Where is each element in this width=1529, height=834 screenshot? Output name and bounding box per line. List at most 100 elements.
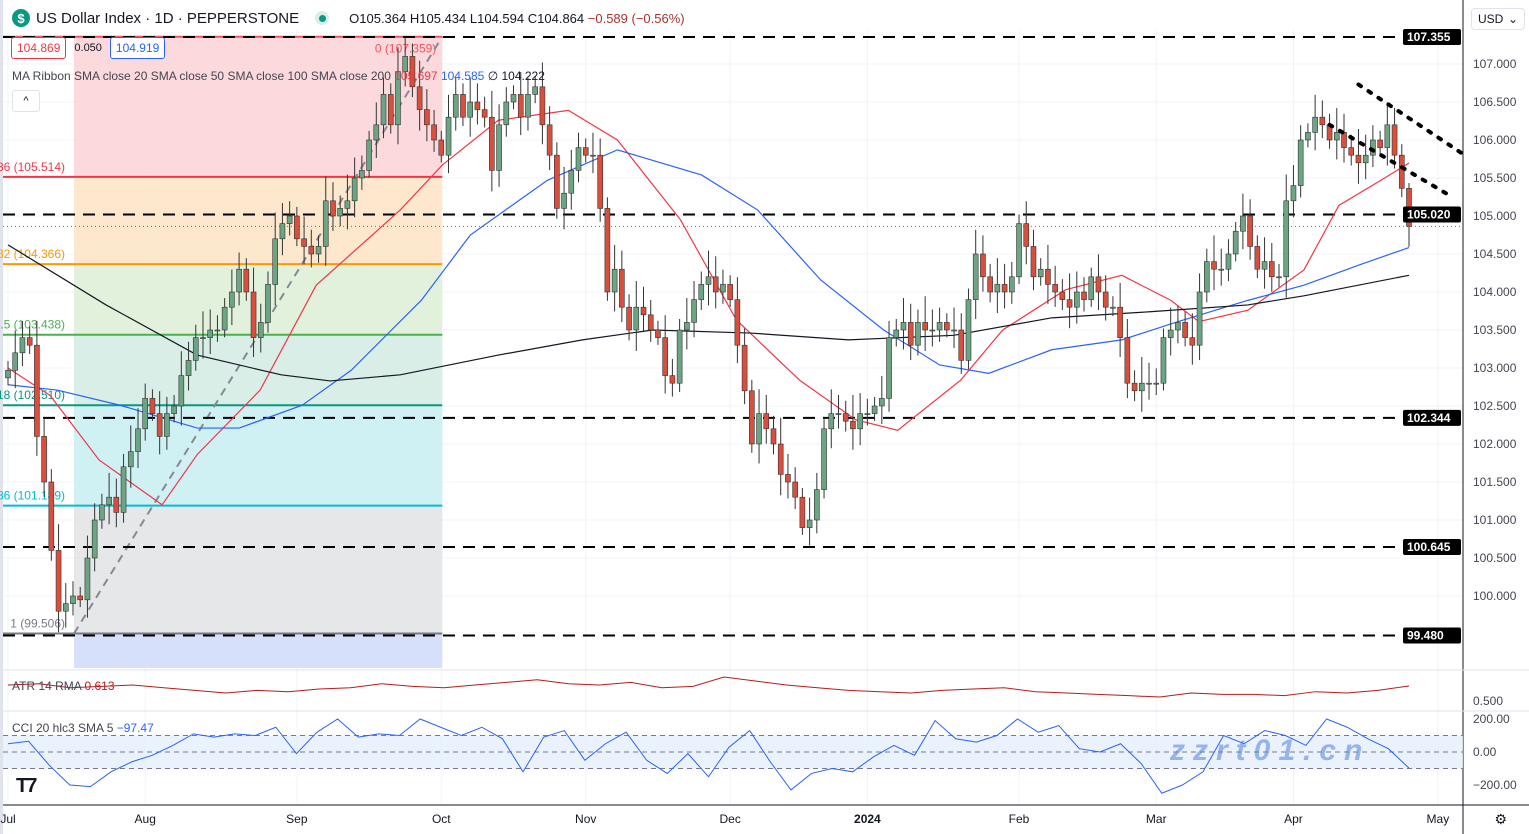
candle-body — [900, 322, 907, 331]
candle-body — [496, 124, 502, 171]
candle-body — [1305, 132, 1311, 141]
price-tick-label: 100.500 — [1473, 551, 1517, 565]
candle-body — [886, 337, 892, 399]
candle-body — [698, 284, 705, 300]
candle-body — [149, 398, 156, 414]
currency-value: USD — [1478, 12, 1504, 26]
candle-body — [34, 344, 40, 437]
candle-body — [1348, 147, 1355, 156]
candle-body — [474, 101, 481, 110]
candle-body — [1377, 139, 1383, 148]
candle-body — [402, 56, 408, 72]
candle-body — [1297, 139, 1304, 186]
candle-body — [142, 398, 149, 430]
candle-body — [951, 329, 957, 332]
candle-body — [62, 603, 69, 612]
candle-body — [322, 200, 329, 247]
symbol-title[interactable]: US Dollar Index · 1D · PEPPERSTONE — [36, 9, 300, 27]
sma200-value: 104.222 — [501, 69, 545, 83]
sell-price-button[interactable]: 104.869 — [11, 37, 67, 59]
candle-body — [301, 238, 307, 247]
level-price-tag — [1403, 627, 1461, 644]
candle-body — [1290, 185, 1297, 202]
sma20-value: 105.697 — [394, 69, 438, 83]
time-tick-label: Oct — [432, 812, 451, 826]
level-price-tag — [1403, 29, 1461, 46]
candle-body — [568, 170, 575, 194]
market-status-icon[interactable] — [315, 11, 330, 25]
price-tick-label: 107.000 — [1473, 57, 1517, 71]
price-tick-label: 105.000 — [1473, 209, 1517, 223]
candle-body — [597, 154, 603, 209]
ohlc-values: O105.364 H105.434 L104.594 C104.864 −0.5… — [349, 11, 684, 26]
candle-body — [958, 329, 965, 361]
time-tick-label: 2024 — [854, 812, 881, 826]
time-tick-label: Jul — [0, 812, 15, 826]
candle-body — [676, 329, 683, 384]
candle-body — [893, 329, 900, 338]
collapse-legend-button[interactable]: ^ — [12, 90, 40, 112]
level-price-tag — [1403, 409, 1461, 426]
atr-legend[interactable]: ATR 14 RMA 0.613 — [12, 679, 115, 693]
price-tick-label: 100.000 — [1473, 589, 1517, 603]
level-price-tag — [1403, 538, 1461, 555]
candle-body — [1391, 124, 1398, 156]
candle-body — [1283, 200, 1290, 278]
fib-level-label: 0.382 (104.366) — [0, 247, 65, 261]
fib-level-label: 0.5 (103.438) — [0, 318, 65, 332]
candle-body — [344, 200, 351, 209]
buy-price-button[interactable]: 104.919 — [109, 37, 166, 59]
candle-body — [944, 322, 950, 331]
ma-ribbon-legend[interactable]: MA Ribbon SMA close 20 SMA close 50 SMA … — [12, 69, 545, 83]
candle-body — [691, 299, 697, 323]
candle-body — [41, 436, 47, 483]
candle-body — [1362, 154, 1369, 164]
candle-body — [1095, 276, 1102, 293]
cci-line — [7, 718, 1410, 794]
candle-body — [777, 443, 784, 475]
ma-line-sma-50 — [7, 149, 1410, 429]
candle-body — [1110, 306, 1116, 309]
spread-value: 0.050 — [74, 42, 102, 54]
candle-body — [857, 413, 863, 430]
symbol-header: $ US Dollar Index · 1D · PEPPERSTONE O10… — [12, 9, 685, 27]
fib-level-label: 0.618 (102.510) — [0, 388, 65, 402]
candle-body — [604, 208, 611, 293]
currency-select[interactable]: USD ⌄ — [1471, 8, 1525, 30]
candle-body — [1160, 337, 1167, 384]
candle-body — [1074, 291, 1080, 308]
candle-body — [1167, 329, 1174, 338]
candle-body — [135, 428, 141, 452]
level-price-label: 100.645 — [1407, 540, 1451, 554]
candle-body — [1276, 276, 1282, 279]
cci-tick-label: 200.00 — [1473, 712, 1510, 726]
candle-body — [1254, 246, 1261, 270]
candle-body — [763, 413, 770, 430]
candle-body — [972, 253, 979, 300]
candle-body — [575, 147, 582, 171]
settings-gear-icon[interactable]: ⚙ — [1494, 811, 1507, 827]
candle-body — [741, 344, 748, 392]
candle-body — [1247, 215, 1253, 247]
candle-body — [156, 413, 163, 437]
cci-legend[interactable]: CCI 20 hlc3 SMA 5 −97.47 — [12, 721, 154, 735]
price-tick-label: 106.500 — [1473, 95, 1517, 109]
candle-body — [19, 337, 26, 354]
candle-body — [192, 337, 199, 361]
candle-body — [922, 322, 928, 331]
candle-body — [987, 276, 993, 293]
candle-body — [546, 124, 553, 156]
tradingview-logo-icon[interactable]: T7 — [16, 775, 37, 797]
candle-body — [243, 268, 250, 293]
candle-body — [1045, 268, 1051, 285]
candle-body — [1341, 132, 1347, 148]
candle-body — [373, 124, 380, 141]
candle-body — [1211, 261, 1217, 270]
atr-line — [7, 676, 1410, 698]
candle-body — [1182, 322, 1188, 338]
price-tick-label: 103.000 — [1473, 361, 1517, 375]
chevron-down-icon: ⌄ — [1507, 12, 1518, 26]
candle-body — [452, 94, 459, 118]
fib-level-label: 1 (99.506) — [10, 617, 65, 631]
